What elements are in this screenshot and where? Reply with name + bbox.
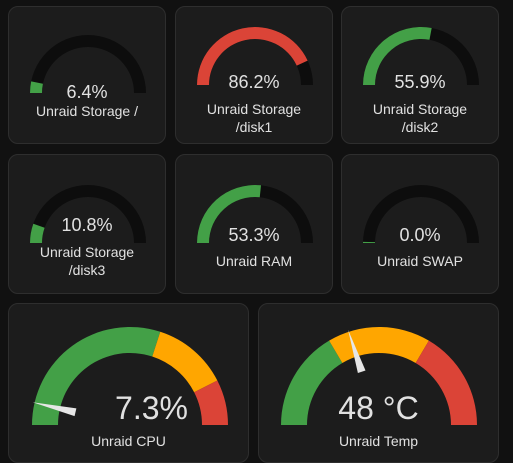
gauge-label: Unraid Temp [338,433,419,449]
gauge-fill [363,241,376,243]
gauge-needle [32,402,77,417]
gauge-segment [194,380,229,425]
gauge-value: 7.3% [115,390,188,426]
gauge-value: 6.4% [66,82,108,102]
gauge-label: Unraid Storage / [36,103,138,119]
gauge-value: 86.2% [228,72,280,92]
gauge-card-storage-root[interactable]: 6.4% Unraid Storage / [8,6,166,144]
needle-gauge-dial [281,327,477,425]
gauge-value: 55.9% [394,72,446,92]
gauge-value: 10.8% [61,215,113,235]
gauge-dial [30,35,146,93]
gauge-dial [363,185,479,243]
gauge-track [30,35,146,93]
gauge-dial [197,27,313,85]
gauge-card-storage-disk1[interactable]: 86.2% Unraid Storage /disk1 [175,6,333,144]
gauge-fill [197,27,308,85]
gauge-value: 53.3% [228,225,280,245]
gauge-fill [30,223,45,243]
gauge-fill [363,26,432,85]
gauge-track [363,185,479,243]
gauge-segment [152,331,218,393]
gauge-segment [281,340,343,425]
gauge-label: Unraid Storage /disk3 [39,244,135,278]
gauge-card-temp[interactable]: 48 °C Unraid Temp [258,303,499,463]
gauge-segment [32,327,161,425]
gauge-segment [415,340,477,425]
gauge-fill [30,81,43,93]
gauge-dial [363,26,479,85]
gauge-value: 48 °C [338,390,419,426]
gauge-label: Unraid RAM [215,253,293,269]
gauge-card-cpu[interactable]: 7.3% Unraid CPU [8,303,249,463]
gauge-segment [329,327,429,364]
gauge-label: Unraid SWAP [377,253,463,269]
gauge-card-storage-disk3[interactable]: 10.8% Unraid Storage /disk3 [8,154,166,294]
gauge-label: Unraid Storage /disk1 [206,101,302,135]
gauge-track [30,185,146,243]
gauge-fill [197,184,261,243]
needle-gauge-dial [32,327,229,425]
gauge-needle [348,329,366,373]
gauge-dial [197,184,313,243]
gauge-label: Unraid Storage /disk2 [372,101,468,135]
gauge-label: Unraid CPU [91,433,166,449]
gauge-value: 0.0% [399,225,441,245]
gauge-card-swap[interactable]: 0.0% Unraid SWAP [341,154,499,294]
gauge-card-ram[interactable]: 53.3% Unraid RAM [175,154,333,294]
gauge-dial [30,185,146,243]
gauge-card-storage-disk2[interactable]: 55.9% Unraid Storage /disk2 [341,6,499,144]
